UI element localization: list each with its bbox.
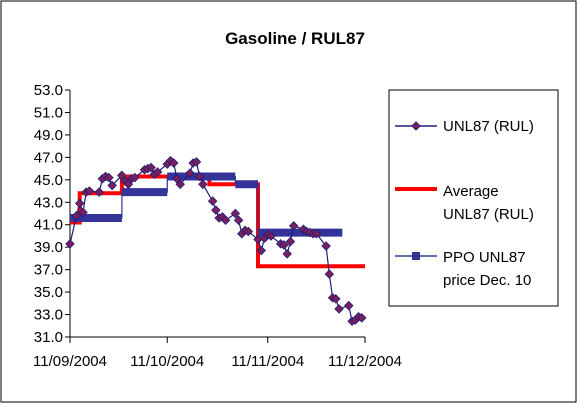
y-tick-label: 33.0 [34, 307, 63, 324]
series-unl87-point [104, 172, 114, 183]
series-unl87-point [194, 171, 205, 182]
series-unl87-point [198, 179, 208, 190]
series-unl87-point [311, 228, 322, 239]
series-unl87-point [185, 168, 195, 178]
legend: UNL87 (RUL) Average UNL87 (RUL) PPO UNL87 pr… [388, 89, 559, 307]
series-unl87-point [130, 172, 140, 183]
series-unl87-point [233, 215, 244, 226]
series-unl87-point [191, 157, 202, 167]
legend-swatch-unl87-marker [411, 121, 421, 131]
y-tick-label: 39.0 [34, 239, 63, 256]
legend-label: UNL87 (RUL) [443, 206, 534, 223]
series-unl87-point [344, 300, 354, 311]
series-unl87-point [71, 210, 82, 221]
series-unl87-point [78, 207, 88, 218]
series-unl87-point [331, 294, 341, 304]
y-tick-label: 41.0 [34, 217, 63, 234]
y-tick-label: 35.0 [34, 284, 63, 301]
legend-label: Average [443, 183, 499, 200]
series-unl87-point [146, 162, 156, 173]
y-tick-label: 53.0 [34, 82, 63, 99]
chart-title: Gasoline / RUL87 [225, 29, 365, 48]
series-unl87-point [65, 239, 75, 249]
x-tick-label: 11/12/2004 [328, 353, 402, 370]
series-unl87-point [288, 221, 299, 231]
series-unl87-point [152, 167, 163, 177]
y-tick-label: 37.0 [34, 262, 63, 279]
y-tick-label: 49.0 [34, 127, 63, 144]
axes: 31.0 33.0 35.0 37.0 39.0 41.0 43.0 45.0 47.0 49.0… [33, 82, 402, 370]
series-unl87-point [168, 158, 179, 168]
legend-swatch-ppo-marker [412, 252, 420, 260]
series-layer [65, 155, 367, 327]
x-tick-label: 11/11/2004 [231, 353, 304, 370]
legend-label: price Dec. 10 [443, 272, 531, 289]
series-unl87-point [321, 241, 331, 251]
y-tick-label: 51.0 [34, 104, 63, 121]
x-tick-label: 11/10/2004 [130, 353, 204, 370]
y-tick-label: 47.0 [34, 149, 63, 166]
series-unl87-point [107, 180, 117, 191]
series-unl87-point [266, 231, 276, 241]
series-unl87-point [282, 249, 292, 259]
series-unl87-point [84, 186, 95, 196]
series-unl87-point [211, 205, 221, 215]
series-unl87-point [243, 226, 254, 237]
legend-label: UNL87 (RUL) [443, 118, 534, 135]
series-unl87-point [230, 208, 241, 219]
y-tick-label: 43.0 [34, 194, 63, 211]
x-tick-label: 11/09/2004 [33, 353, 107, 370]
series-unl87-point [220, 215, 231, 226]
series-unl87-point [256, 245, 267, 256]
series-unl87-point [324, 269, 335, 279]
series-unl87-point [356, 313, 367, 323]
series-unl87-point [175, 179, 185, 190]
y-tick-label: 31.0 [34, 329, 63, 346]
series-unl87-point [207, 196, 218, 206]
series-unl87-point [94, 187, 104, 197]
legend-label: PPO UNL87 [443, 249, 526, 266]
series-unl87-point [279, 240, 289, 250]
series-unl87-point [334, 304, 344, 314]
series-unl87-point [285, 236, 296, 247]
series-unl87-point [74, 198, 85, 209]
y-tick-label: 45.0 [34, 172, 63, 189]
